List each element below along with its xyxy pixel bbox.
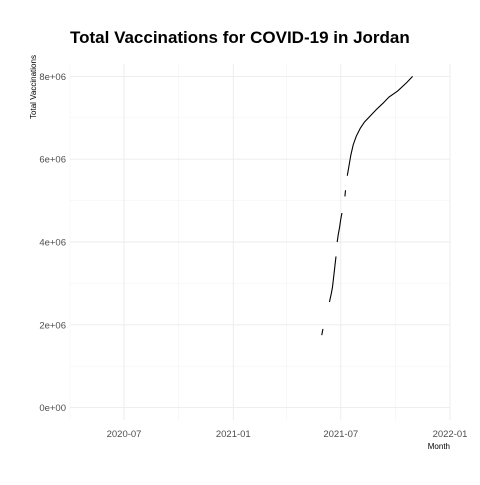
x-tick-label: 2022-01 (433, 429, 468, 440)
y-tick-label: 2e+06 (39, 320, 66, 331)
x-tick-label: 2021-07 (323, 429, 358, 440)
x-axis-ticks: 2020-07 2021-01 2021-07 2022-01 (107, 429, 468, 440)
x-axis-title: Month (428, 442, 450, 451)
x-tick-label: 2020-07 (107, 429, 142, 440)
chart-title: Total Vaccinations for COVID-19 in Jorda… (70, 28, 410, 47)
x-tick-label: 2021-01 (216, 429, 251, 440)
grid (70, 64, 450, 420)
y-axis-title: Total Vaccinations (29, 55, 38, 119)
y-axis-ticks: 0e+00 2e+06 4e+06 6e+06 8e+06 (39, 72, 66, 414)
series-line-segment (322, 329, 323, 335)
series-line-segment (337, 213, 342, 242)
series-layer (322, 76, 413, 335)
y-tick-label: 8e+06 (39, 72, 66, 83)
series-line-segment (345, 190, 346, 196)
y-tick-label: 6e+06 (39, 155, 66, 166)
series-line-segment (347, 76, 412, 175)
y-tick-label: 0e+00 (39, 403, 66, 414)
y-tick-label: 4e+06 (39, 238, 66, 249)
series-line-segment (329, 256, 336, 302)
